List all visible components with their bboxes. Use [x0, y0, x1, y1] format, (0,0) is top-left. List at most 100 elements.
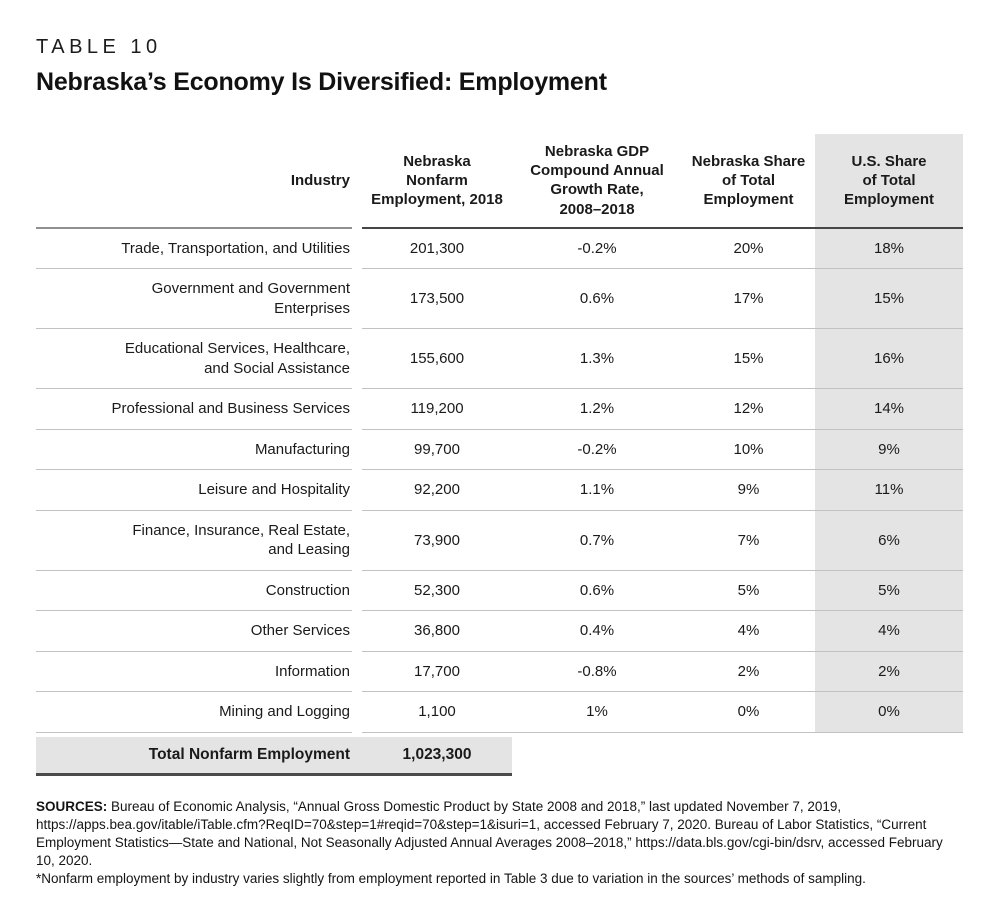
industry-cell: Leisure and Hospitality: [36, 469, 352, 511]
nebraska-share-cell: 2%: [682, 651, 815, 693]
growth-rate-cell: -0.2%: [512, 227, 682, 270]
nebraska-share-cell: 7%: [682, 510, 815, 571]
employment-2018-cell: 92,200: [362, 469, 512, 511]
us-share-cell: 18%: [815, 227, 963, 270]
gap-cell: [352, 429, 362, 470]
column-header-gdp-growth-rate: Nebraska GDP Compound Annual Growth Rate…: [512, 134, 682, 229]
growth-rate-cell: 1.1%: [512, 469, 682, 511]
total-label: Total Nonfarm Employment: [36, 736, 352, 776]
gap-cell: [352, 228, 362, 269]
table-row: Construction 52,300 0.6% 5% 5%: [36, 570, 963, 612]
growth-rate-cell: 0.4%: [512, 610, 682, 652]
employment-2018-cell: 73,900: [362, 510, 512, 571]
gap-cell: [352, 651, 362, 692]
us-share-cell: 14%: [815, 388, 963, 430]
sources-note: SOURCES: Bureau of Economic Analysis, “A…: [36, 798, 965, 870]
sources-text: Bureau of Economic Analysis, “Annual Gro…: [36, 798, 943, 868]
industry-cell: Other Services: [36, 610, 352, 652]
nebraska-share-cell: 15%: [682, 328, 815, 390]
column-header-nonfarm-employment: Nebraska Nonfarm Employment, 2018: [362, 134, 512, 229]
nebraska-share-cell: 17%: [682, 268, 815, 330]
industry-cell: Information: [36, 651, 352, 693]
nebraska-share-cell: 12%: [682, 388, 815, 430]
gap-cell: [352, 269, 362, 329]
nebraska-share-cell: 0%: [682, 691, 815, 733]
growth-rate-cell: 0.6%: [512, 570, 682, 612]
empty-cell: [512, 737, 682, 775]
table-row: Professional and Business Services 119,2…: [36, 388, 963, 430]
table-row: Information 17,700 -0.8% 2% 2%: [36, 651, 963, 693]
us-share-cell: 11%: [815, 469, 963, 511]
growth-rate-cell: 1.2%: [512, 388, 682, 430]
employment-2018-cell: 119,200: [362, 388, 512, 430]
employment-2018-cell: 1,100: [362, 691, 512, 733]
table-row: Government and Government Enterprises 17…: [36, 268, 963, 330]
table-body: Trade, Transportation, and Utilities 201…: [36, 227, 963, 733]
spacer-cell: [36, 732, 963, 737]
growth-rate-cell: -0.8%: [512, 651, 682, 693]
column-divider-gap: [352, 134, 362, 228]
nebraska-share-cell: 5%: [682, 570, 815, 612]
table-row: Leisure and Hospitality 92,200 1.1% 9% 1…: [36, 469, 963, 511]
footnote: *Nonfarm employment by industry varies s…: [36, 871, 866, 887]
employment-table: Industry Nebraska Nonfarm Employment, 20…: [36, 134, 963, 776]
us-share-cell: 15%: [815, 268, 963, 330]
table-title: Nebraska’s Economy Is Diversified: Emplo…: [36, 68, 607, 96]
growth-rate-cell: 1.3%: [512, 328, 682, 390]
employment-2018-cell: 201,300: [362, 227, 512, 270]
employment-2018-cell: 173,500: [362, 268, 512, 330]
table-row: Educational Services, Healthcare, and So…: [36, 328, 963, 390]
total-row: Total Nonfarm Employment 1,023,300: [36, 736, 963, 776]
us-share-cell: 5%: [815, 570, 963, 612]
growth-rate-cell: 0.6%: [512, 268, 682, 330]
industry-cell: Government and Government Enterprises: [36, 268, 352, 330]
table-row: Manufacturing 99,700 -0.2% 10% 9%: [36, 429, 963, 471]
employment-2018-cell: 17,700: [362, 651, 512, 693]
industry-cell: Manufacturing: [36, 429, 352, 471]
gap-cell: [352, 570, 362, 611]
industry-cell: Mining and Logging: [36, 691, 352, 733]
industry-cell: Educational Services, Healthcare, and So…: [36, 328, 352, 390]
column-header-us-share: U.S. Share of Total Employment: [815, 134, 963, 229]
growth-rate-cell: 1%: [512, 691, 682, 733]
empty-cell: [682, 737, 815, 775]
employment-2018-cell: 99,700: [362, 429, 512, 471]
table-number-label: TABLE 10: [36, 36, 162, 58]
gap-cell: [352, 692, 362, 733]
header-row: Industry Nebraska Nonfarm Employment, 20…: [36, 134, 963, 229]
us-share-cell: 4%: [815, 610, 963, 652]
nebraska-share-cell: 20%: [682, 227, 815, 270]
table-row: Other Services 36,800 0.4% 4% 4%: [36, 610, 963, 652]
gap-cell: [352, 470, 362, 511]
gap-cell: [352, 510, 362, 570]
column-header-nebraska-share: Nebraska Share of Total Employment: [682, 134, 815, 229]
employment-2018-cell: 155,600: [362, 328, 512, 390]
us-share-cell: 2%: [815, 651, 963, 693]
industry-cell: Finance, Insurance, Real Estate, and Lea…: [36, 510, 352, 571]
gap-cell: [352, 389, 362, 430]
industry-cell: Professional and Business Services: [36, 388, 352, 430]
employment-2018-cell: 36,800: [362, 610, 512, 652]
industry-cell: Construction: [36, 570, 352, 612]
us-share-cell: 0%: [815, 691, 963, 733]
us-share-cell: 6%: [815, 510, 963, 571]
table-row: Mining and Logging 1,100 1% 0% 0%: [36, 691, 963, 733]
sources-label: SOURCES:: [36, 798, 108, 814]
column-header-industry: Industry: [36, 134, 352, 229]
industry-cell: Trade, Transportation, and Utilities: [36, 227, 352, 270]
growth-rate-cell: 0.7%: [512, 510, 682, 571]
gap-cell: [352, 611, 362, 652]
table-row: Trade, Transportation, and Utilities 201…: [36, 227, 963, 270]
nebraska-share-cell: 10%: [682, 429, 815, 471]
total-gap-cell: [352, 736, 362, 776]
total-value: 1,023,300: [362, 736, 512, 776]
us-share-cell: 9%: [815, 429, 963, 471]
growth-rate-cell: -0.2%: [512, 429, 682, 471]
nebraska-share-cell: 4%: [682, 610, 815, 652]
nebraska-share-cell: 9%: [682, 469, 815, 511]
employment-2018-cell: 52,300: [362, 570, 512, 612]
empty-cell: [815, 737, 963, 775]
spacer-row: [36, 732, 963, 737]
gap-cell: [352, 329, 362, 389]
